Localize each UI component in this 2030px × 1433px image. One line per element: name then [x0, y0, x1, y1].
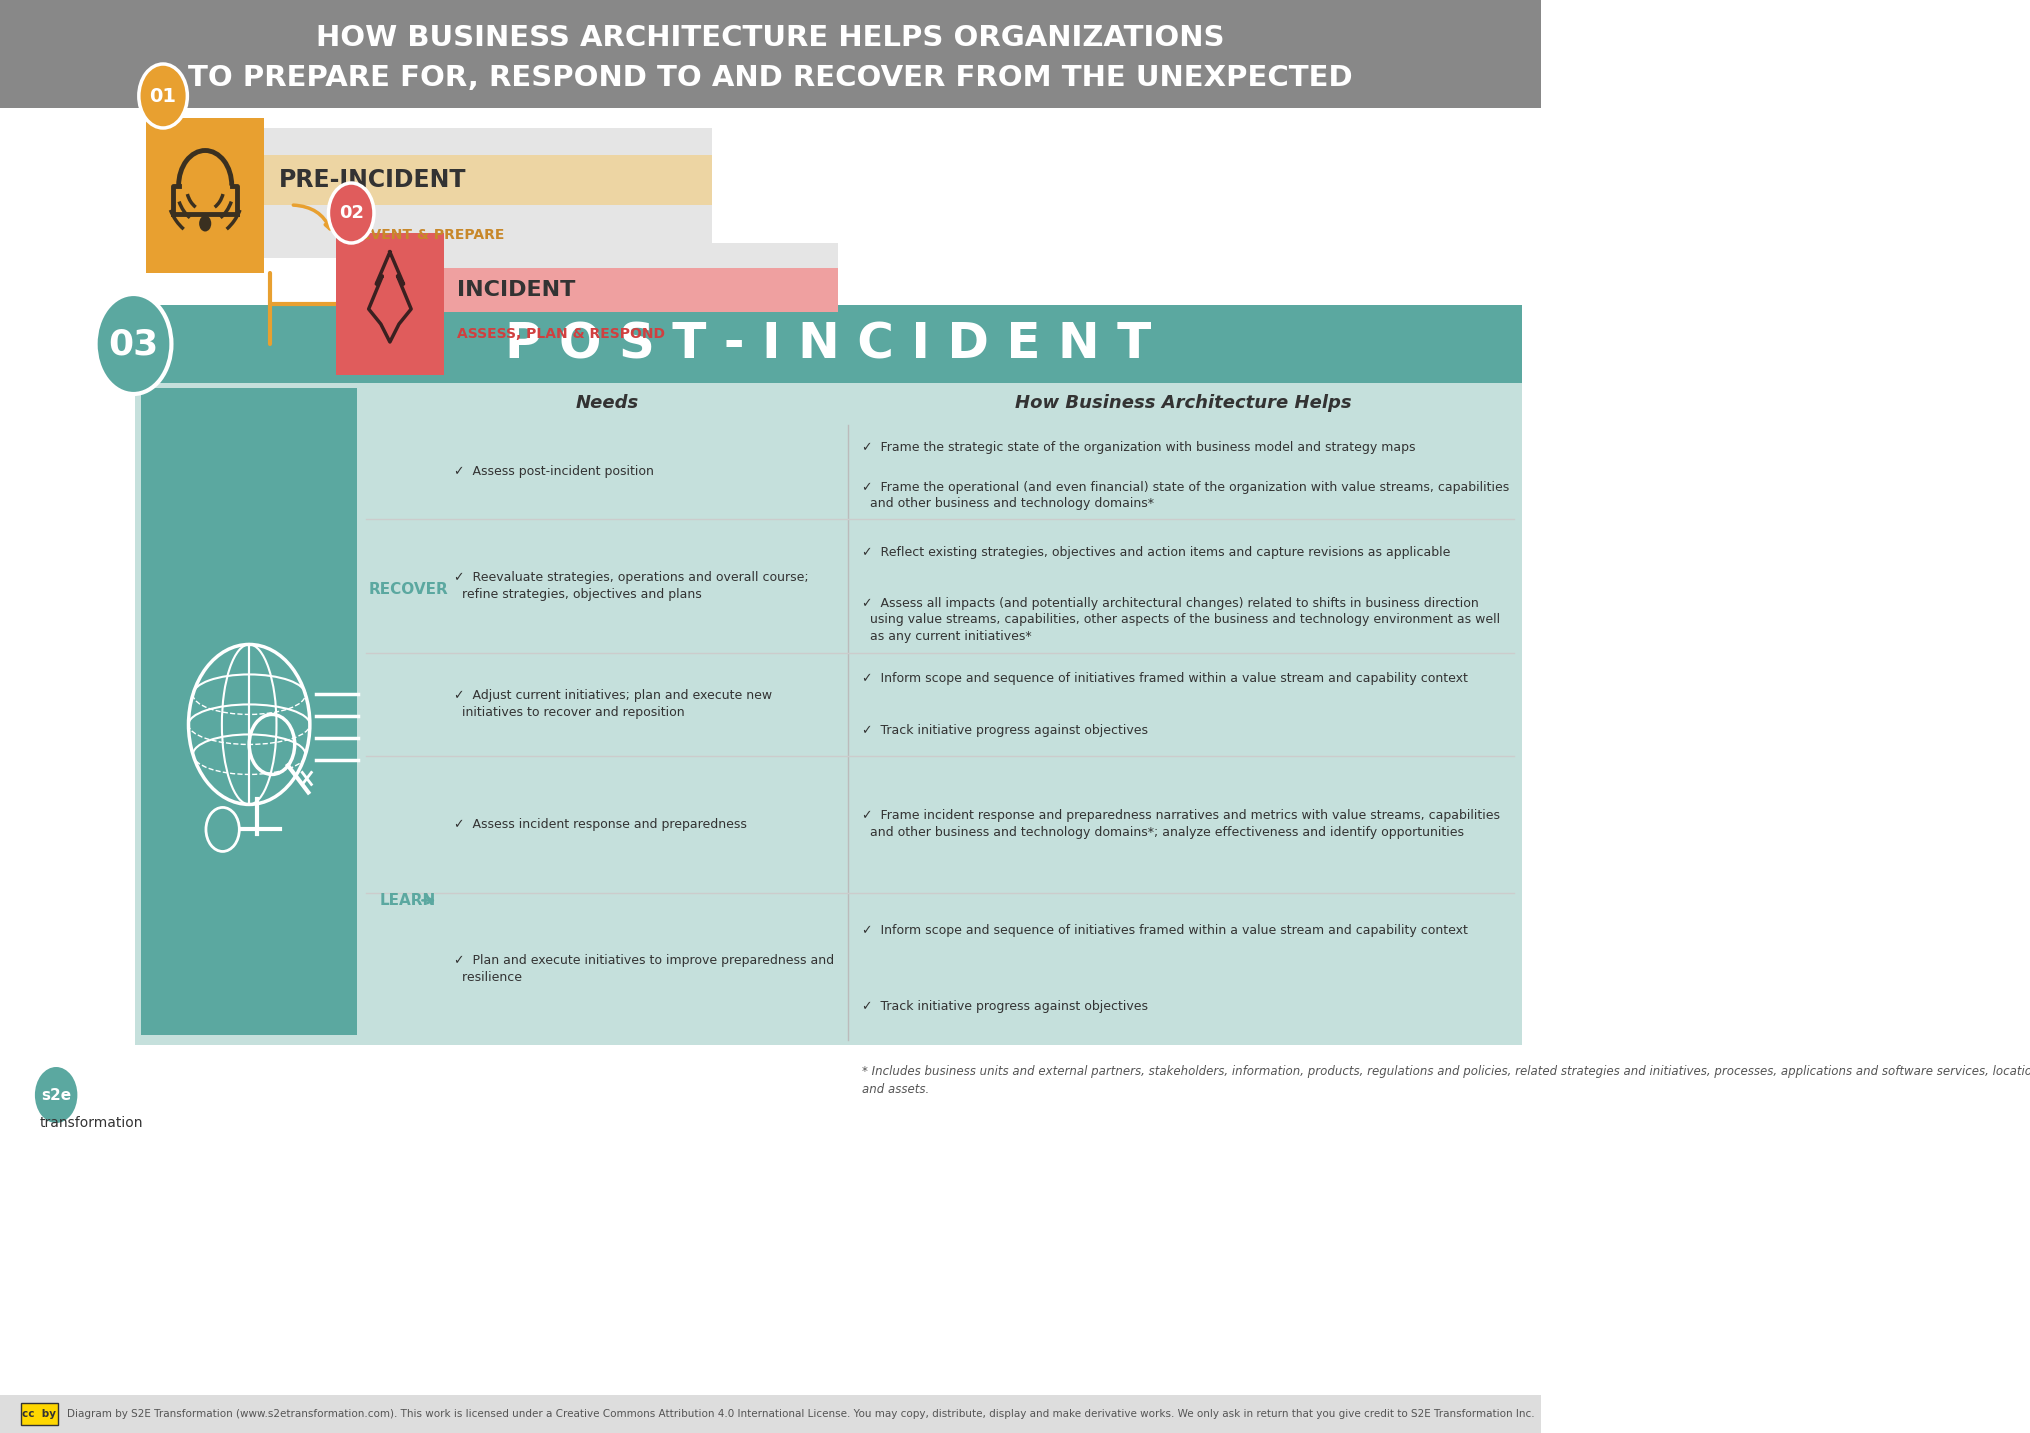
Bar	[264, 128, 710, 258]
Bar	[20, 1403, 57, 1424]
Text: ✓  Frame the operational (and even financial) state of the organization with val: ✓ Frame the operational (and even financ…	[861, 480, 1508, 510]
Bar	[134, 305, 1520, 1045]
Bar	[134, 305, 1520, 383]
Bar	[335, 234, 443, 375]
Text: ✓  Inform scope and sequence of initiatives framed within a value stream and cap: ✓ Inform scope and sequence of initiativ…	[861, 672, 1468, 685]
Text: HOW BUSINESS ARCHITECTURE HELPS ORGANIZATIONS: HOW BUSINESS ARCHITECTURE HELPS ORGANIZA…	[315, 24, 1224, 52]
Circle shape	[199, 215, 211, 232]
Text: transformation: transformation	[39, 1116, 142, 1131]
Text: Needs: Needs	[574, 394, 639, 413]
Text: ✓  Reflect existing strategies, objectives and action items and capture revision: ✓ Reflect existing strategies, objective…	[861, 546, 1449, 559]
Text: ✓  Assess incident response and preparedness: ✓ Assess incident response and preparedn…	[453, 818, 747, 831]
Text: ✓  Frame the strategic state of the organization with business model and strateg: ✓ Frame the strategic state of the organ…	[861, 440, 1415, 454]
Bar	[443, 268, 838, 312]
Circle shape	[138, 64, 187, 128]
Text: 02: 02	[339, 203, 363, 222]
Text: ✓  Frame incident response and preparedness narratives and metrics with value st: ✓ Frame incident response and preparedne…	[861, 810, 1500, 838]
Circle shape	[95, 294, 171, 394]
Text: ✓  Track initiative progress against objectives: ✓ Track initiative progress against obje…	[861, 1000, 1147, 1013]
Text: 03: 03	[108, 327, 158, 361]
Text: s2e: s2e	[41, 1088, 71, 1102]
Text: ✓  Plan and execute initiatives to improve preparedness and
  resilience: ✓ Plan and execute initiatives to improv…	[453, 954, 834, 984]
Text: ✓  Reevaluate strategies, operations and overall course;
  refine strategies, ob: ✓ Reevaluate strategies, operations and …	[453, 572, 808, 602]
Text: P O S T - I N C I D E N T: P O S T - I N C I D E N T	[505, 320, 1151, 368]
Bar	[365, 383, 1512, 423]
Text: ✓  Inform scope and sequence of initiatives framed within a value stream and cap: ✓ Inform scope and sequence of initiativ…	[861, 924, 1468, 937]
Text: PREVENT & PREPARE: PREVENT & PREPARE	[339, 228, 503, 242]
Text: LEARN: LEARN	[380, 893, 436, 909]
Text: ✓  Assess post-incident position: ✓ Assess post-incident position	[453, 464, 654, 477]
Bar	[0, 0, 1541, 107]
Text: TO PREPARE FOR, RESPOND TO AND RECOVER FROM THE UNEXPECTED: TO PREPARE FOR, RESPOND TO AND RECOVER F…	[187, 64, 1352, 92]
Bar	[0, 1394, 1541, 1433]
Bar	[146, 118, 264, 274]
Text: PRE-INCIDENT: PRE-INCIDENT	[278, 168, 467, 192]
Text: INCIDENT: INCIDENT	[457, 279, 577, 299]
Circle shape	[35, 1068, 77, 1123]
Text: ✓  Adjust current initiatives; plan and execute new
  initiatives to recover and: ✓ Adjust current initiatives; plan and e…	[453, 689, 771, 719]
Circle shape	[329, 183, 374, 244]
Text: cc  by: cc by	[22, 1409, 57, 1419]
Text: ✓  Track initiative progress against objectives: ✓ Track initiative progress against obje…	[861, 724, 1147, 737]
Bar	[264, 155, 710, 205]
Text: How Business Architecture Helps: How Business Architecture Helps	[1015, 394, 1350, 413]
Text: ASSESS, PLAN & RESPOND: ASSESS, PLAN & RESPOND	[457, 327, 666, 341]
Bar	[140, 388, 357, 1035]
Text: Diagram by S2E Transformation (www.s2etransformation.com). This work is licensed: Diagram by S2E Transformation (www.s2etr…	[67, 1409, 1533, 1419]
Text: 01: 01	[150, 86, 177, 106]
Text: * Includes business units and external partners, stakeholders, information, prod: * Includes business units and external p…	[861, 1065, 2030, 1096]
Bar	[443, 244, 838, 363]
Text: ✓  Assess all impacts (and potentially architectural changes) related to shifts : ✓ Assess all impacts (and potentially ar…	[861, 596, 1500, 643]
Text: RECOVER: RECOVER	[367, 582, 449, 598]
